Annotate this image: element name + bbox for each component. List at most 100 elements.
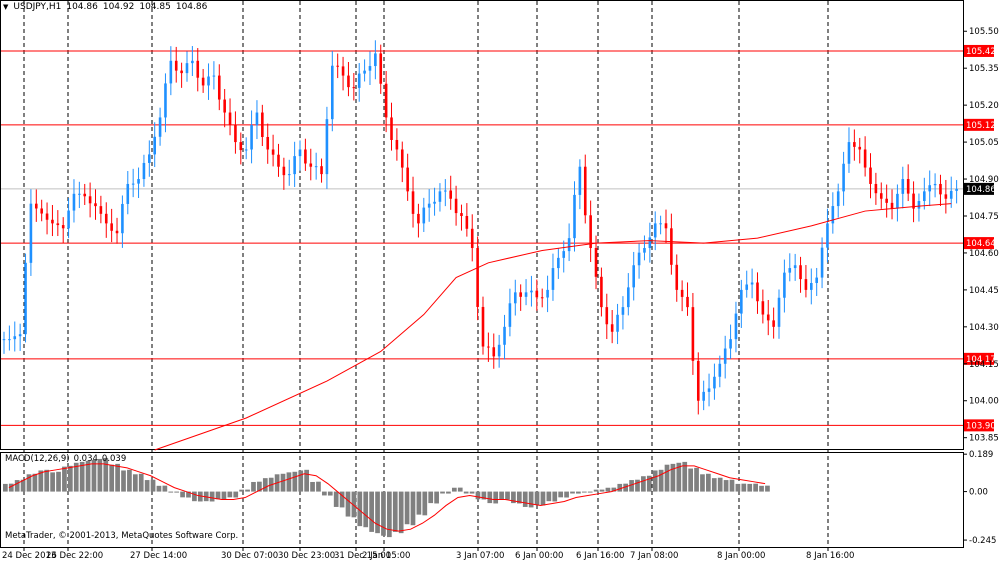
macd-histogram-bar bbox=[44, 469, 50, 492]
candle-body bbox=[583, 166, 587, 216]
candle-body bbox=[460, 213, 463, 216]
macd-histogram-bar bbox=[717, 477, 723, 492]
macd-histogram-bar bbox=[457, 487, 463, 492]
macd-histogram-bar bbox=[416, 491, 422, 515]
candle-body bbox=[126, 183, 130, 204]
macd-histogram-bar bbox=[215, 491, 221, 500]
macd-histogram-bar bbox=[174, 491, 180, 493]
candle-body bbox=[406, 167, 409, 192]
candle-body bbox=[756, 282, 759, 302]
candle-body bbox=[885, 198, 888, 203]
candle-body bbox=[411, 191, 415, 214]
candle-body bbox=[271, 149, 275, 155]
macd-histogram-bar bbox=[85, 460, 91, 492]
current-price-label: 104.86 bbox=[966, 185, 996, 195]
macd-histogram-bar bbox=[239, 489, 245, 492]
ma-line bbox=[154, 203, 952, 451]
candle-body bbox=[804, 279, 808, 290]
candle-body bbox=[648, 237, 652, 249]
macd-histogram-bar bbox=[670, 463, 676, 492]
price-tick-label-2: 105.20 bbox=[969, 101, 999, 111]
current-price-line: 104.86 bbox=[1, 182, 996, 195]
macd-histogram-bar bbox=[127, 469, 132, 492]
candle-body bbox=[513, 292, 517, 304]
candle-body bbox=[169, 60, 173, 84]
candle-body bbox=[567, 238, 571, 252]
candle-body bbox=[497, 344, 501, 357]
candles bbox=[2, 40, 958, 415]
candle-body bbox=[470, 228, 474, 249]
candle-body bbox=[546, 289, 549, 298]
candle-body bbox=[417, 213, 420, 224]
candle-body bbox=[487, 346, 490, 348]
macd-histogram-bar bbox=[511, 491, 516, 504]
candle-body bbox=[331, 65, 334, 120]
candle-body bbox=[901, 179, 905, 194]
candle-body bbox=[616, 314, 619, 332]
macd-histogram-bar bbox=[481, 491, 487, 500]
macd-histogram-bar bbox=[540, 491, 546, 506]
candle-body bbox=[255, 112, 259, 126]
candle-body bbox=[783, 272, 786, 298]
level-label-1: 105.12 bbox=[966, 121, 996, 131]
macd-histogram-bar bbox=[56, 471, 61, 492]
macd-histogram-bar bbox=[180, 491, 185, 498]
time-tick-label-11: 8 Jan 00:00 bbox=[717, 551, 765, 561]
macd-histogram-bar bbox=[310, 481, 315, 492]
candle-body bbox=[433, 201, 436, 204]
candle-body bbox=[352, 87, 356, 89]
candle-body bbox=[729, 339, 732, 349]
macd-histogram-bar bbox=[652, 470, 658, 492]
macd-histogram-bar bbox=[251, 481, 256, 492]
macd-histogram-bar bbox=[97, 458, 103, 492]
macd-histogram-bar bbox=[73, 462, 79, 492]
candle-body bbox=[600, 276, 603, 308]
current-price-tag bbox=[964, 182, 994, 195]
macd-histogram-bar bbox=[322, 491, 327, 496]
candle-body bbox=[686, 296, 689, 308]
macd-histogram-bar bbox=[546, 491, 552, 502]
macd-histogram-bar bbox=[50, 472, 55, 492]
price-tick-label-1: 105.35 bbox=[969, 64, 999, 74]
macd-histogram-bar bbox=[333, 491, 339, 507]
macd-histogram-bar bbox=[528, 491, 534, 508]
candle-body bbox=[78, 193, 81, 195]
macd-histogram-bar bbox=[192, 491, 197, 502]
candle-body bbox=[180, 70, 183, 74]
candle-body bbox=[384, 83, 388, 118]
macd-histogram-bar bbox=[203, 491, 209, 502]
candle-body bbox=[917, 201, 921, 209]
macd-histogram-bar bbox=[676, 462, 682, 492]
macd-histogram-bar bbox=[493, 491, 499, 504]
triangle-down-icon[interactable]: ▼ bbox=[3, 3, 9, 11]
candle-body bbox=[379, 53, 383, 84]
candle-body bbox=[632, 265, 635, 288]
candle-body bbox=[336, 65, 339, 67]
candle-body bbox=[573, 194, 576, 239]
macd-histogram-bar bbox=[375, 491, 380, 534]
price-tick-label-4: 104.90 bbox=[969, 175, 999, 185]
copyright-text: MetaTrader, © 2001-2013, MetaQuotes Soft… bbox=[5, 531, 239, 541]
candle-body bbox=[610, 324, 614, 332]
candle-body bbox=[341, 66, 345, 76]
macd-histogram-bar bbox=[103, 457, 109, 492]
macd-histogram-bar bbox=[593, 489, 599, 492]
macd-histogram-bar bbox=[564, 491, 569, 498]
macd-histogram-bar bbox=[387, 491, 392, 538]
macd-histogram-bar bbox=[79, 461, 85, 492]
candle-body bbox=[153, 136, 156, 155]
price-tick-label-11: 103.85 bbox=[969, 434, 999, 444]
level-label-3: 104.17 bbox=[966, 355, 996, 365]
candle-body bbox=[949, 190, 953, 199]
price-tick-label-5: 104.75 bbox=[969, 212, 999, 222]
candle-body bbox=[148, 154, 151, 163]
macd-histogram-bar bbox=[345, 491, 351, 517]
macd-histogram-bar bbox=[381, 491, 386, 536]
candle-body bbox=[653, 223, 657, 238]
candle-body bbox=[223, 99, 226, 113]
candle-body bbox=[8, 339, 11, 341]
candle-body bbox=[530, 290, 533, 293]
macd-histogram-bar bbox=[327, 491, 333, 496]
